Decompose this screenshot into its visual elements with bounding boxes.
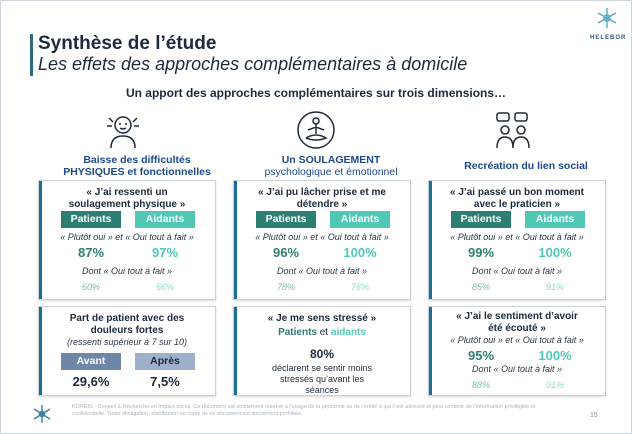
stress-card: « Je me sens stressé » Patients et aidan… xyxy=(233,306,411,396)
patients-pill: Patients xyxy=(451,211,511,228)
card-stripe xyxy=(234,307,237,395)
koreis-logo-icon xyxy=(33,405,51,423)
full-note: Dont « Oui tout à fait » xyxy=(276,266,368,276)
column-heading-physical: Baisse des difficultés PHYSIQUES et fonc… xyxy=(63,154,211,178)
page-subtitle: Les effets des approches complémentaires… xyxy=(38,54,468,74)
stress-value: 80% xyxy=(309,347,335,361)
quote-text: « J’ai passé un bon moment avec le prati… xyxy=(450,187,584,210)
meditation-icon xyxy=(297,111,335,149)
after-pill: Après xyxy=(135,353,195,370)
stress-who: Patients et aidants xyxy=(278,327,366,338)
pain-subtitle: (ressenti supérieur à 7 sur 10) xyxy=(66,337,188,347)
card-stripe xyxy=(234,181,237,299)
aidants-pill: Aidants xyxy=(525,211,585,228)
aidants-pill: Aidants xyxy=(330,211,390,228)
patients-full-percentage: 60% xyxy=(81,282,100,292)
patients-percentage: 99% xyxy=(467,245,495,260)
combined-note: « Plutôt oui » et « Oui tout à fait » xyxy=(450,232,584,242)
psychological-relief-card: « J’ai pu lâcher prise et me détendre » … xyxy=(233,180,411,300)
before-pill: Avant xyxy=(61,353,121,370)
aidants-percentage: 100% xyxy=(538,245,572,260)
patients-percentage: 87% xyxy=(77,245,105,260)
after-value: 7,5% xyxy=(150,374,180,389)
pain-title: Part de patient avec des douleurs fortes xyxy=(69,313,185,336)
combined-note: « Plutôt oui » et « Oui tout à fait » xyxy=(450,335,584,345)
column-heading-social: Recréation du lien social xyxy=(464,160,588,172)
helebor-logo: HELEBOR xyxy=(590,6,627,41)
snowflake-logo-icon xyxy=(597,8,617,28)
aidants-pill: Aidants xyxy=(135,211,195,228)
aidants-full-percentage: 91% xyxy=(545,380,564,390)
aidants-percentage: 100% xyxy=(343,245,377,260)
physical-relief-card: « J’ai ressenti un soulagement physique … xyxy=(38,180,216,300)
column-heading-psychological: Un SOULAGEMENT psychologique et émotionn… xyxy=(264,154,398,178)
aidants-full-percentage: 91% xyxy=(545,282,564,292)
full-note: Dont « Oui tout à fait » xyxy=(471,266,563,276)
patients-pill: Patients xyxy=(256,211,316,228)
aidants-percentage: 100% xyxy=(538,348,572,363)
stress-text: déclarent se sentir moins stressés qu’av… xyxy=(271,363,373,395)
aidants-full-percentage: 76% xyxy=(350,282,369,292)
quote-text: « J’ai ressenti un soulagement physique … xyxy=(68,187,186,210)
aidants-percentage: 97% xyxy=(151,245,179,260)
person-relief-icon xyxy=(107,116,139,149)
card-stripe xyxy=(429,181,432,299)
aidants-full-percentage: 66% xyxy=(155,282,174,292)
patients-full-percentage: 88% xyxy=(471,380,490,390)
page-number: 15 xyxy=(590,412,598,419)
patients-pill: Patients xyxy=(61,211,121,228)
card-stripe xyxy=(429,307,432,395)
full-note: Dont « Oui tout à fait » xyxy=(81,266,173,276)
title-accent-bar xyxy=(30,34,33,76)
full-note: Dont « Oui tout à fait » xyxy=(471,364,563,374)
page-title: Synthèse de l’étude xyxy=(38,33,217,54)
card-stripe xyxy=(39,307,42,395)
quote-text: « J’ai pu lâcher prise et me détendre » xyxy=(258,187,386,210)
card-stripe xyxy=(39,181,42,299)
combined-note: « Plutôt oui » et « Oui tout à fait » xyxy=(60,232,194,242)
before-value: 29,6% xyxy=(72,374,110,389)
patients-full-percentage: 78% xyxy=(276,282,295,292)
stress-quote: « Je me sens stressé » xyxy=(267,313,377,324)
patients-percentage: 95% xyxy=(467,348,495,363)
intro-text: Un apport des approches complémentaires … xyxy=(125,86,507,100)
combined-note: « Plutôt oui » et « Oui tout à fait » xyxy=(255,232,389,242)
logo-text: HELEBOR xyxy=(590,35,627,41)
listened-quote: « J’ai le sentiment d’avoir été écouté » xyxy=(456,311,578,334)
patients-full-percentage: 85% xyxy=(471,282,490,292)
footer-disclaimer: KOREIS - Conseil & Recherche en impact s… xyxy=(72,404,536,417)
listened-card: « J’ai le sentiment d’avoir été écouté »… xyxy=(428,306,606,396)
pain-card: Part de patient avec des douleurs fortes… xyxy=(38,306,216,396)
conversation-icon xyxy=(496,112,530,149)
social-link-card: « J’ai passé un bon moment avec le prati… xyxy=(428,180,606,300)
patients-percentage: 96% xyxy=(272,245,300,260)
